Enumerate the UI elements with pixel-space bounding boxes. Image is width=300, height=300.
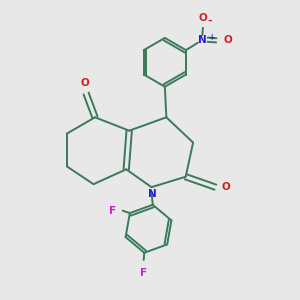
Text: O: O <box>222 182 231 192</box>
Text: F: F <box>109 206 116 216</box>
Text: +: + <box>208 33 214 42</box>
Text: O: O <box>199 13 207 23</box>
Text: O: O <box>223 35 232 45</box>
Text: F: F <box>140 268 147 278</box>
Text: N: N <box>198 35 207 45</box>
Text: N: N <box>148 189 157 199</box>
Text: -: - <box>207 16 212 26</box>
Text: O: O <box>80 78 89 88</box>
